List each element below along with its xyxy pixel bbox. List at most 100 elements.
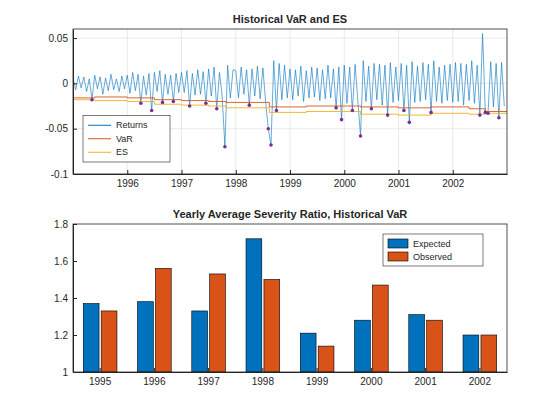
tick-label: -0.05: [45, 123, 68, 134]
x-tick: 1995: [89, 368, 112, 387]
x-axis: 1995 1996 1997 1998 1999 2000 2001 2002: [74, 368, 508, 387]
marker: [402, 109, 406, 113]
grid-line: [290, 29, 291, 174]
figure: 1996199719981999200020012002-0.1-0.0500.…: [0, 0, 560, 420]
tick-label: 1: [62, 367, 68, 378]
bar: [155, 268, 171, 372]
tick-label: 1997: [198, 376, 221, 387]
tick-mark: [73, 335, 77, 336]
tick-label: 2002: [442, 178, 465, 189]
tick-label: 1998: [252, 376, 275, 387]
plot-area: [73, 224, 507, 372]
marker: [370, 107, 374, 111]
grid-line: [398, 29, 399, 174]
legend-swatch: [88, 125, 111, 126]
y-axis: -0.1-0.0500.05: [45, 30, 77, 180]
legend: ExpectedObserved: [383, 234, 483, 266]
marker: [172, 100, 176, 104]
tick-mark: [262, 368, 263, 372]
marker: [248, 103, 252, 107]
marker: [340, 118, 344, 122]
bar: [355, 320, 371, 372]
tick-label: -0.1: [51, 169, 69, 180]
legend-label: ES: [116, 147, 128, 157]
tick-mark: [73, 261, 77, 262]
tick-mark: [154, 368, 155, 372]
x-tick: 1999: [306, 368, 329, 387]
tick-label: 1.2: [54, 330, 68, 341]
background: [0, 0, 560, 420]
y-tick: 1.4: [54, 293, 77, 304]
tick-mark: [73, 83, 77, 84]
x-tick: 2002: [442, 170, 465, 189]
tick-label: 1996: [143, 376, 166, 387]
tick-mark: [290, 170, 291, 174]
tick-mark: [317, 368, 318, 372]
y-tick: 1.6: [54, 256, 77, 267]
bar: [481, 335, 497, 372]
y-axis: 1 1.2 1.4 1.6 1.8: [54, 219, 77, 378]
bar: [463, 335, 479, 372]
line: [73, 97, 507, 112]
bar-series: [101, 268, 497, 372]
tick-label: 2002: [469, 376, 492, 387]
grid-line: [235, 29, 236, 174]
marker: [486, 111, 490, 115]
marker: [359, 134, 363, 138]
marker: [275, 109, 279, 113]
legend-swatch: [388, 239, 408, 248]
tick-label: 2001: [415, 376, 438, 387]
marker: [478, 113, 482, 117]
bar: [83, 304, 99, 372]
x-tick: 2001: [415, 368, 438, 387]
tick-mark: [425, 368, 426, 372]
legend: ReturnsVaRES: [83, 116, 170, 163]
tick-mark: [344, 170, 345, 174]
plot-frame: [73, 29, 507, 174]
line: [73, 100, 507, 115]
marker: [215, 107, 219, 111]
tick-mark: [73, 38, 77, 39]
tick-mark: [127, 170, 128, 174]
bar-series: [83, 239, 479, 372]
x-tick: 1997: [198, 368, 221, 387]
x-tick: 1996: [143, 368, 166, 387]
legend-swatch: [88, 138, 111, 139]
legend-box: [83, 116, 170, 163]
tick-mark: [182, 170, 183, 174]
tick-mark: [453, 170, 454, 174]
marker: [150, 109, 154, 113]
marker: [497, 116, 501, 120]
marker: [408, 121, 412, 125]
marker: [139, 102, 143, 106]
bar: [300, 333, 316, 372]
bar: [427, 320, 443, 372]
tick-label: 1.4: [54, 293, 68, 304]
marks: [83, 239, 496, 372]
tick-label: 1.6: [54, 256, 68, 267]
tick-label: 2001: [388, 178, 411, 189]
bar: [409, 315, 425, 372]
x-tick: 1996: [117, 170, 140, 189]
bar: [318, 346, 334, 372]
tick-label: 1999: [279, 178, 302, 189]
grid-line: [344, 29, 345, 174]
tick-label: 1997: [171, 178, 194, 189]
tick-label: 1995: [89, 376, 112, 387]
x-tick: 2000: [360, 368, 383, 387]
legend-box: [383, 234, 483, 266]
tick-mark: [100, 368, 101, 372]
tick-label: 2000: [334, 178, 357, 189]
x-tick: 2000: [334, 170, 357, 189]
bar: [138, 302, 154, 372]
tick-mark: [73, 129, 77, 130]
x-axis: 1996199719981999200020012002: [74, 170, 508, 189]
legend-swatch: [88, 152, 111, 153]
bar: [192, 311, 208, 372]
x-tick: 1998: [252, 368, 275, 387]
x-tick: 2001: [388, 170, 411, 189]
legend-label: Expected: [413, 239, 451, 249]
tick-label: 1.8: [54, 219, 68, 230]
bar: [246, 239, 262, 372]
marker: [269, 143, 273, 147]
